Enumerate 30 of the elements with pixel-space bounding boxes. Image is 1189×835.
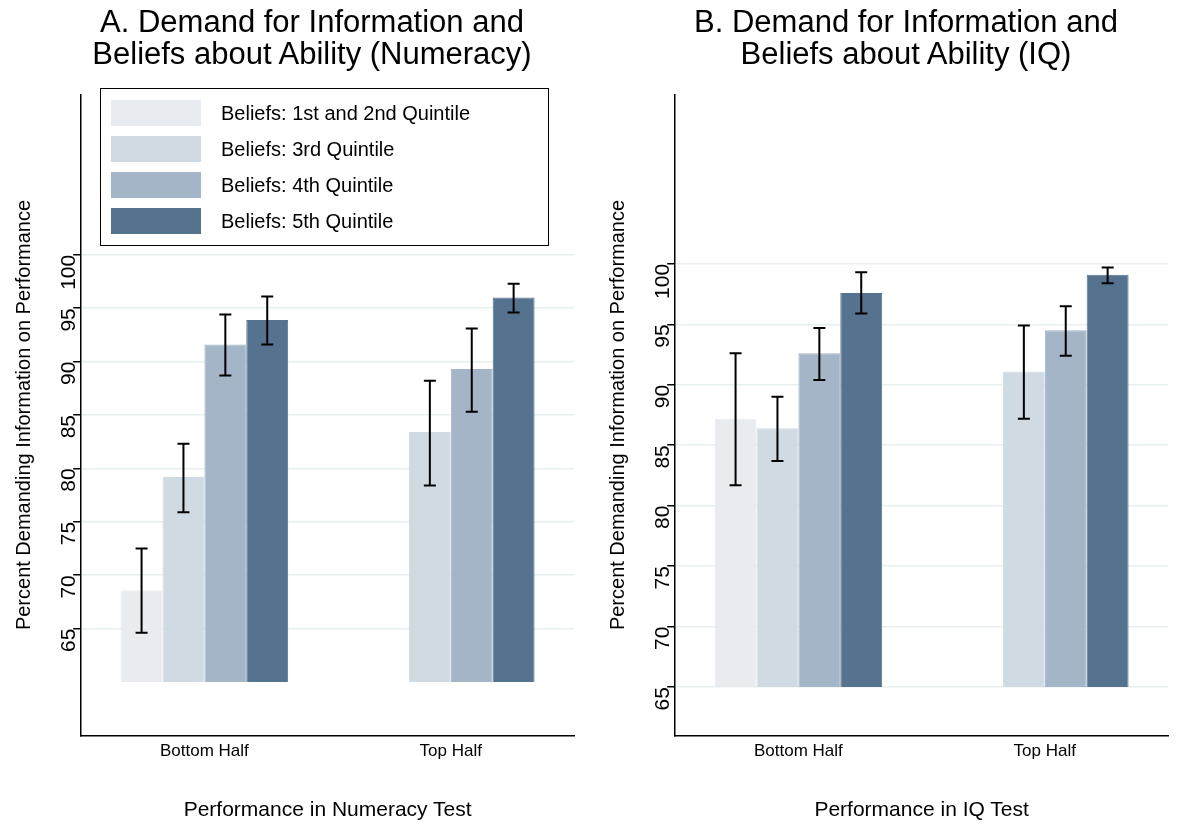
chart-title: B. Demand for Information and Beliefs about Ability (IQ) <box>693 3 1119 73</box>
x-tick-label: Top Half <box>419 741 483 761</box>
y-tick-label: 95 <box>56 308 79 332</box>
y-tick-label: 65 <box>56 628 79 652</box>
legend-label: Beliefs: 1st and 2nd Quintile <box>221 101 471 125</box>
y-tick-label: 100 <box>56 254 79 290</box>
y-tick-label: 75 <box>56 521 79 546</box>
y-tick-label: 65 <box>650 687 673 711</box>
y-tick-label: 85 <box>56 415 79 439</box>
y-axis-title: Percent Demanding Information on Performance <box>11 199 34 631</box>
y-tick-label: 90 <box>650 384 673 409</box>
y-tick-label: 100 <box>650 263 673 299</box>
x-axis-title: Performance in Numeracy Test <box>183 797 472 821</box>
x-axis-title: Performance in IQ Test <box>814 797 1029 821</box>
y-tick-label: 90 <box>56 361 79 385</box>
chart-title: A. Demand for Information and Beliefs about Ability (Numeracy) <box>91 3 533 73</box>
x-tick-label: Bottom Half <box>753 741 844 761</box>
y-axis-title: Percent Demanding Information on Performance <box>605 199 628 631</box>
y-tick-label: 80 <box>56 468 79 492</box>
y-tick-label: 70 <box>650 626 673 650</box>
x-tick-label: Bottom Half <box>159 741 250 761</box>
x-tick-label: Top Half <box>1013 741 1077 761</box>
legend-label: Beliefs: 3rd Quintile <box>221 137 395 161</box>
legend-label: Beliefs: 4th Quintile <box>221 173 394 197</box>
y-tick-label: 70 <box>56 575 79 599</box>
y-tick-label: 80 <box>650 505 673 530</box>
y-tick-label: 75 <box>650 566 673 590</box>
y-tick-label: 85 <box>650 445 673 469</box>
legend-label: Beliefs: 5th Quintile <box>221 209 394 233</box>
y-tick-label: 95 <box>650 324 673 348</box>
